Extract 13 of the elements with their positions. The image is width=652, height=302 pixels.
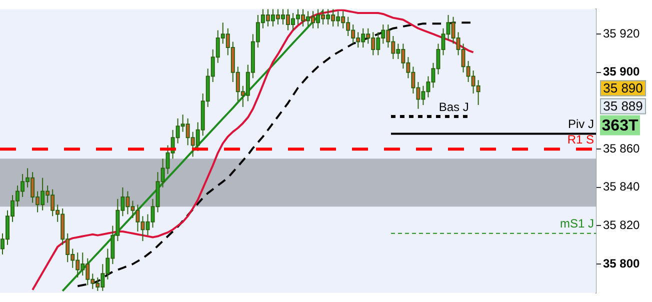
ref-line-label: mS1 J <box>560 216 594 231</box>
text: 35 890 <box>603 80 643 96</box>
y-tick-label: 35 860 <box>603 141 640 156</box>
y-tick-label: 35 900 <box>603 64 640 79</box>
ref-line-label: Piv J <box>568 117 594 132</box>
y-tick-label: 35 920 <box>603 26 640 40</box>
text: 363T <box>602 118 638 135</box>
y-tick-label: 35 840 <box>603 180 640 194</box>
ref-line-label: R1 S <box>567 132 594 146</box>
ref-line-label: Bas J <box>438 100 469 114</box>
text: 35 889 <box>603 98 643 114</box>
y-tick-label: 35 800 <box>603 256 640 270</box>
y-tick-label: 35 820 <box>603 218 640 232</box>
